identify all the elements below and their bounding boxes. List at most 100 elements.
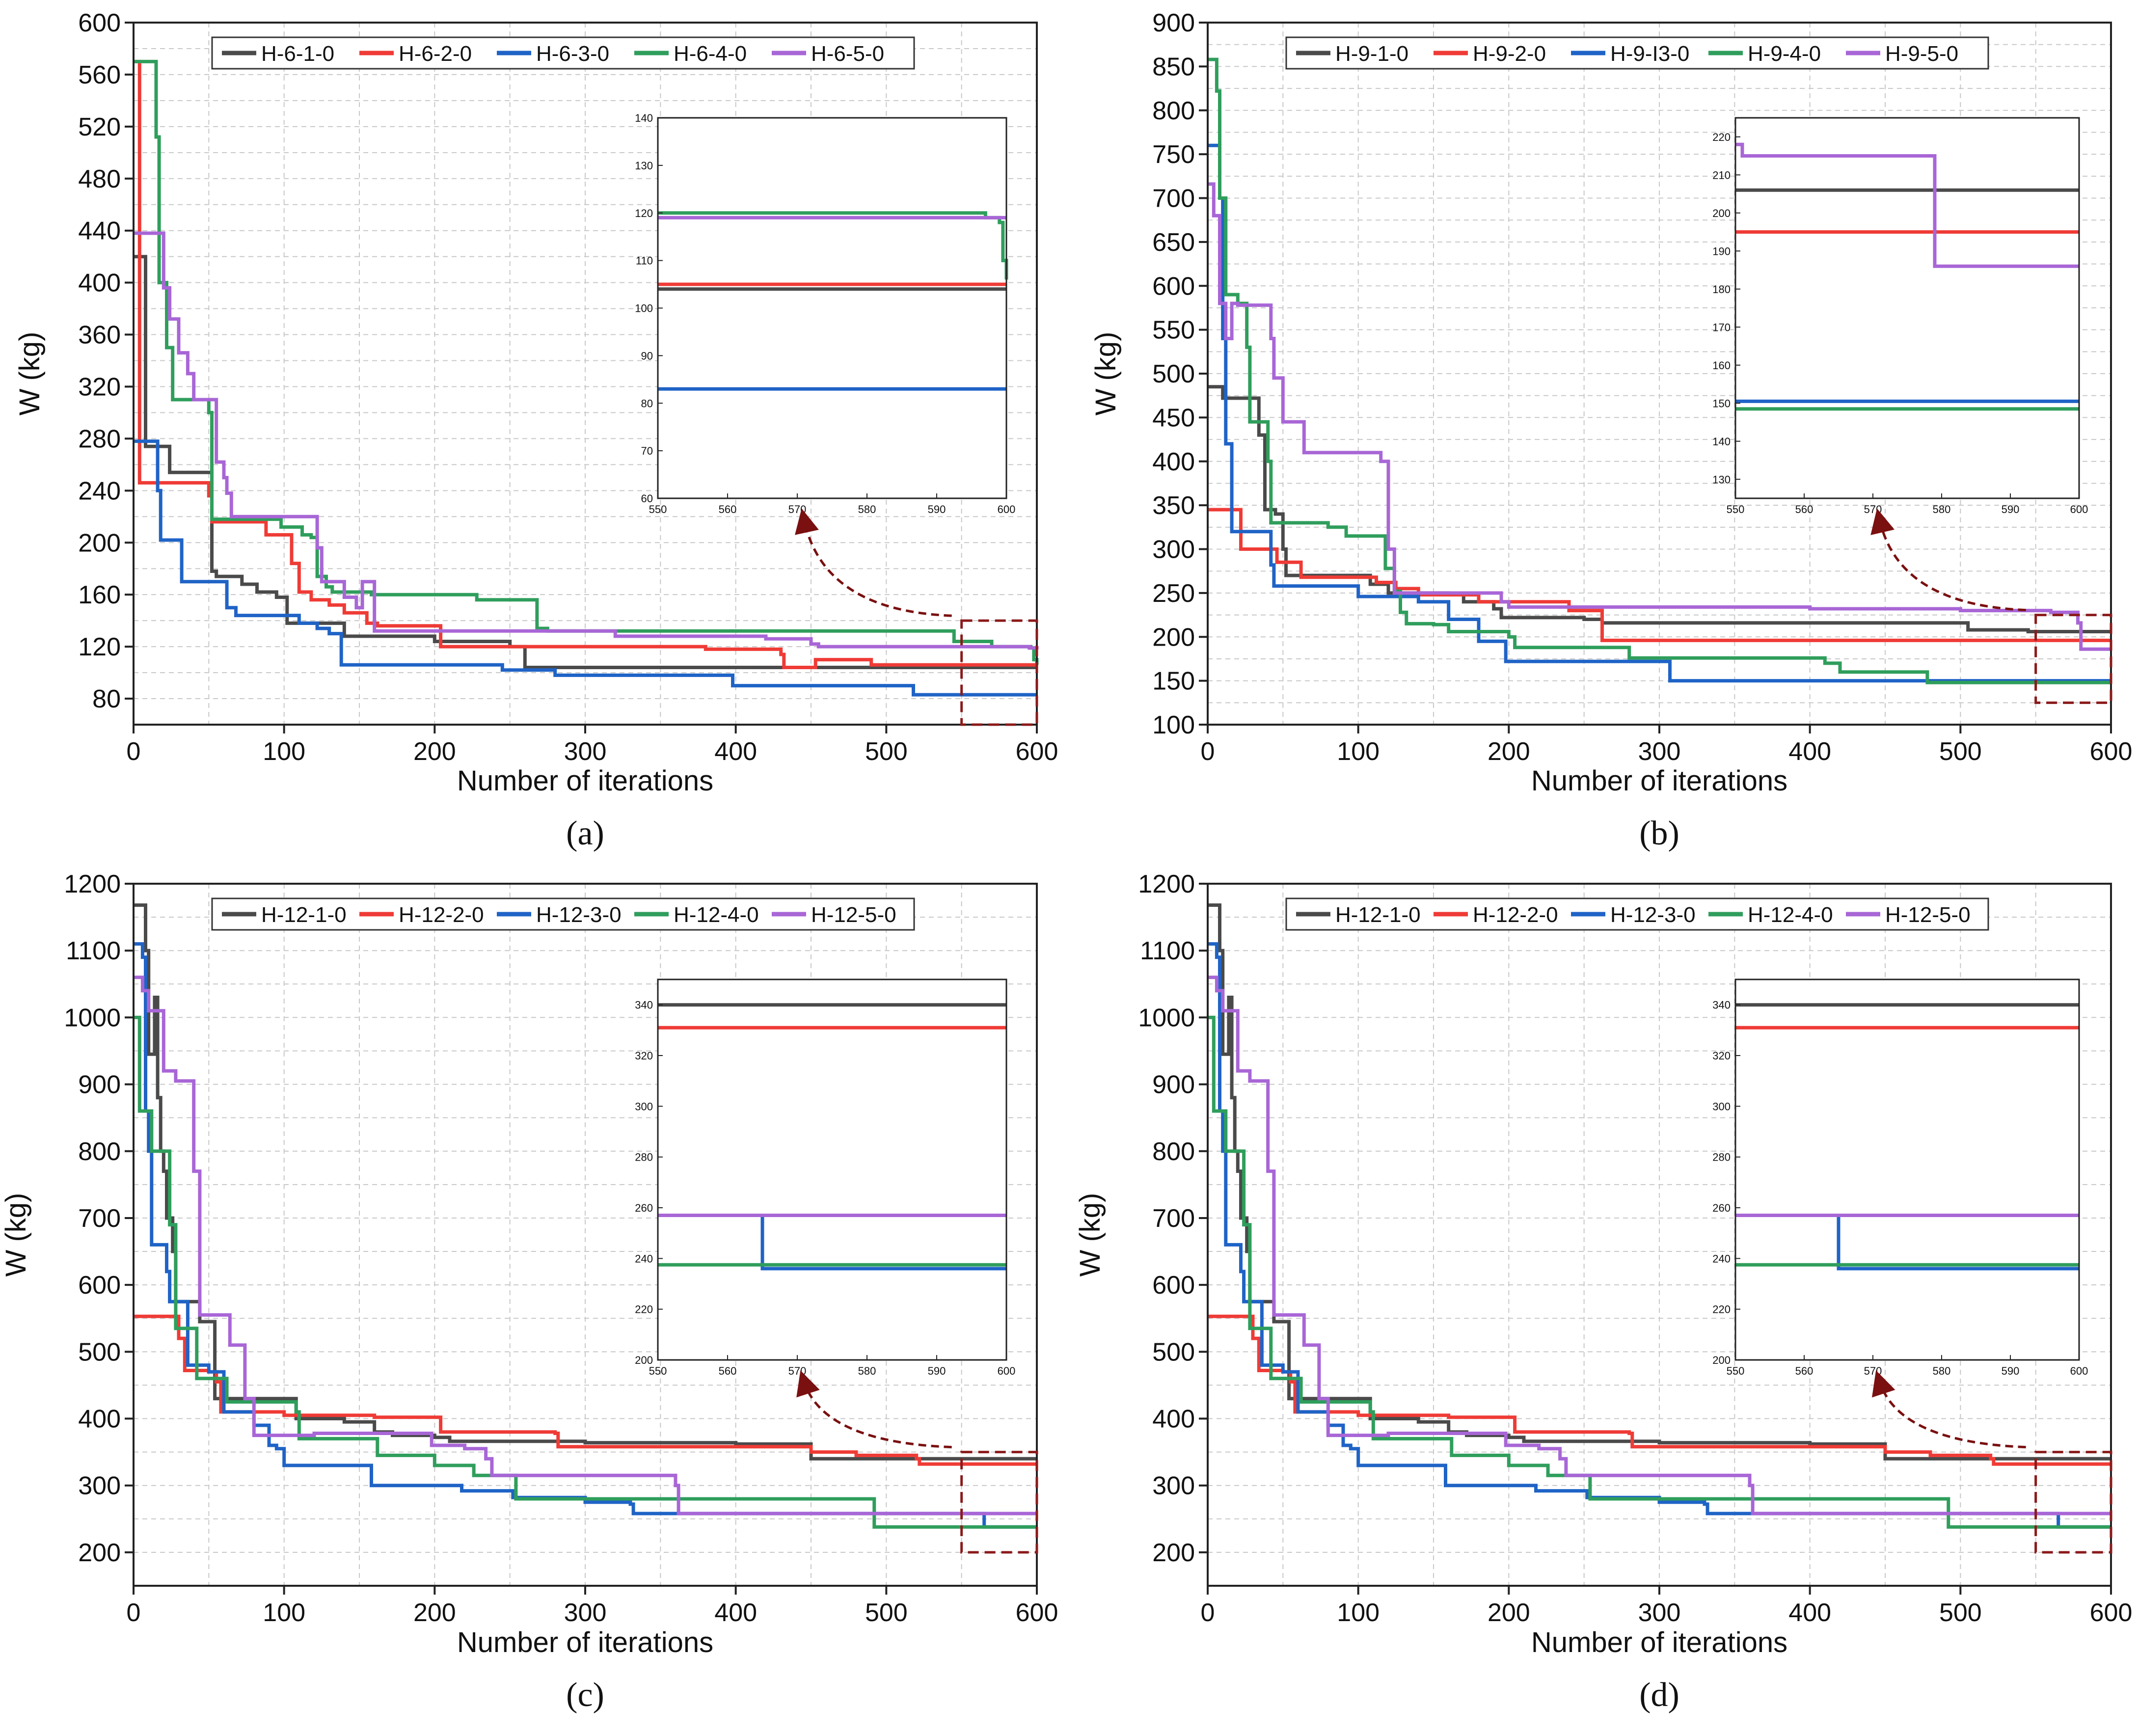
inset-y-tick-label: 210 (1712, 169, 1731, 181)
legend-label: H-12-3-0 (536, 903, 622, 927)
y-tick-label: 480 (78, 165, 121, 193)
y-tick-label: 160 (78, 581, 121, 609)
inset-series-line-H-6-4-0 (658, 211, 1008, 280)
y-tick-label: 900 (78, 1071, 121, 1099)
panel-label: (a) (566, 814, 604, 852)
y-tick-label: 300 (78, 1472, 121, 1500)
inset-y-tick-label: 120 (635, 207, 653, 219)
y-tick-label: 360 (78, 321, 121, 350)
legend-label: H-9-5-0 (1885, 42, 1958, 66)
inset-x-tick-label: 570 (1864, 1365, 1882, 1377)
inset-x-tick-label: 600 (2070, 1365, 2088, 1377)
x-axis-title: Number of iterations (1531, 765, 1787, 797)
x-axis-title: Number of iterations (457, 765, 713, 797)
inset-y-tick-label: 200 (1712, 207, 1731, 219)
inset-plot-area (658, 979, 1006, 1360)
x-tick-label: 600 (2090, 1599, 2133, 1627)
y-tick-label: 1100 (1140, 937, 1195, 965)
x-tick-label: 200 (413, 1599, 456, 1627)
inset-x-tick-label: 580 (1933, 1365, 1951, 1377)
inset-y-tick-label: 220 (1712, 131, 1731, 143)
x-tick-label: 300 (564, 1599, 607, 1627)
inset-y-tick-label: 220 (635, 1303, 653, 1316)
y-tick-label: 700 (1152, 1204, 1195, 1233)
y-tick-label: 500 (78, 1338, 121, 1366)
panel-label: (b) (1639, 814, 1679, 852)
zoom-arrow (1872, 1370, 2026, 1449)
inset-y-tick-label: 170 (1712, 321, 1731, 333)
legend-label: H-12-1-0 (1335, 903, 1421, 927)
y-tick-label: 700 (1152, 185, 1195, 213)
zoom-region-box (2034, 614, 2112, 704)
inset-chart: 550 560 570 580 590 600 130 140 150 160 170 180 190 2… (1712, 117, 2088, 515)
inset-y-tick-label: 140 (1712, 435, 1731, 448)
legend-label: H-6-5-0 (811, 42, 884, 66)
inset-y-tick-label: 280 (1712, 1151, 1731, 1164)
y-tick-label: 400 (78, 1405, 121, 1434)
chart-panel-c: 0 100 200 300 400 500 600 200 300 400 500 600 700 800… (0, 870, 1058, 1714)
y-tick-label: 400 (1152, 448, 1195, 476)
inset-chart: 550 560 570 580 590 600 200 220 240 260 280 300 320 3… (635, 978, 1015, 1377)
legend-label: H-9-1-0 (1335, 42, 1408, 66)
inset-y-tick-label: 180 (1712, 283, 1731, 296)
inset-x-tick-label: 560 (719, 503, 737, 515)
legend: H-6-1-0 H-6-2-0 H-6-3-0 H-6-4-0 H-6-5-0 (211, 36, 915, 70)
x-tick-label: 100 (263, 1599, 305, 1627)
zoom-region-box (2034, 1451, 2112, 1554)
inset-x-tick-label: 560 (719, 1365, 737, 1377)
inset-y-tick-label: 260 (1712, 1202, 1731, 1214)
inset-x-tick-label: 570 (788, 1365, 807, 1377)
legend-label: H-6-1-0 (261, 42, 334, 66)
inset-frame (657, 978, 1007, 1361)
legend-label: H-12-2-0 (399, 903, 484, 927)
y-tick-label: 900 (1152, 1071, 1195, 1099)
x-axis-title: Number of iterations (1531, 1627, 1787, 1658)
inset-y-tick-label: 200 (635, 1354, 653, 1366)
y-tick-label: 1000 (64, 1004, 121, 1032)
y-tick-label: 600 (78, 1271, 121, 1300)
y-tick-label: 300 (1152, 536, 1195, 564)
y-tick-label: 250 (1152, 579, 1195, 608)
inset-x-tick-label: 550 (649, 503, 667, 515)
series-group (134, 903, 1037, 1529)
inset-plot-area (658, 118, 1006, 498)
legend-label: H-12-5-0 (1885, 903, 1971, 927)
inset-y-tick-label: 70 (641, 445, 653, 457)
series-group (1208, 903, 2111, 1529)
inset-x-tick-label: 600 (2070, 503, 2088, 515)
y-axis-title: W (kg) (14, 332, 46, 416)
x-tick-label: 400 (1788, 1599, 1831, 1627)
inset-chart: 550 560 570 580 590 600 60 70 80 90 100 110 120 130 14… (635, 112, 1015, 515)
legend-label: H-12-1-0 (261, 903, 347, 927)
y-tick-label: 350 (1152, 491, 1195, 520)
y-tick-label: 750 (1152, 140, 1195, 169)
y-tick-label: 80 (92, 685, 121, 713)
inset-y-tick-label: 300 (1712, 1100, 1731, 1112)
inset-x-tick-label: 560 (1795, 503, 1813, 515)
y-tick-label: 280 (78, 425, 121, 453)
y-tick-label: 400 (1152, 1405, 1195, 1434)
y-tick-label: 600 (1152, 272, 1195, 300)
inset-y-tick-label: 340 (635, 999, 653, 1011)
inset-x-tick-label: 590 (2002, 1365, 2020, 1377)
y-tick-label: 550 (1152, 316, 1195, 345)
inset-frame (1734, 117, 2080, 499)
inset-y-tick-label: 100 (635, 302, 653, 315)
x-tick-label: 0 (1201, 737, 1215, 766)
series-group (134, 59, 1039, 697)
y-tick-label: 650 (1152, 228, 1195, 257)
chart-panel-b: 0 100 200 300 400 500 600100150200250300350400… (1090, 9, 2132, 852)
y-tick-label: 100 (1152, 711, 1195, 739)
legend-label: H-12-5-0 (811, 903, 896, 927)
legend-label: H-12-4-0 (674, 903, 759, 927)
series-line-H-12-5-0 (1208, 976, 2111, 1516)
y-tick-label: 800 (78, 1138, 121, 1166)
y-tick-label: 200 (78, 529, 121, 557)
y-tick-label: 300 (1152, 1472, 1195, 1500)
x-tick-label: 0 (1201, 1599, 1215, 1627)
legend-label: H-9-I3-0 (1610, 42, 1689, 66)
inset-chart: 550 560 570 580 590 600 200 220 240 260 280 300 320 3… (1712, 978, 2088, 1377)
legend-label: H-12-3-0 (1610, 903, 1696, 927)
zoom-region-box (960, 1451, 1038, 1554)
x-tick-label: 100 (263, 737, 305, 766)
